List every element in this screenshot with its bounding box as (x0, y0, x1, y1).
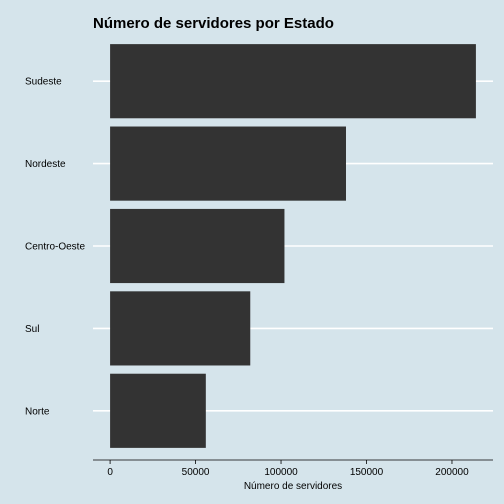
category-labels: Sudeste Nordeste Centro-Oeste Sul Norte (25, 77, 85, 418)
category-label-nordeste: Nordeste (25, 159, 66, 170)
category-label-norte: Norte (25, 406, 50, 417)
category-label-centro-oeste: Centro-Oeste (25, 242, 85, 253)
bars (110, 44, 476, 448)
x-tick-label: 100000 (264, 467, 298, 478)
bar-nordeste (110, 126, 346, 201)
x-tick-label: 50000 (182, 467, 210, 478)
category-label-sul: Sul (25, 324, 39, 335)
x-tick-label: 200000 (435, 467, 469, 478)
x-tick-label: 0 (107, 467, 113, 478)
bar-sudeste (110, 44, 476, 119)
x-tick-label: 150000 (350, 467, 384, 478)
bar-centro-oeste (110, 208, 285, 284)
x-axis: 0 50000 100000 150000 200000 (93, 459, 493, 478)
bar-norte (110, 373, 206, 448)
category-label-sudeste: Sudeste (25, 77, 62, 88)
bar-sul (110, 291, 251, 366)
chart-title: Número de servidores por Estado (93, 15, 334, 32)
x-axis-title: Número de servidores (244, 481, 342, 492)
